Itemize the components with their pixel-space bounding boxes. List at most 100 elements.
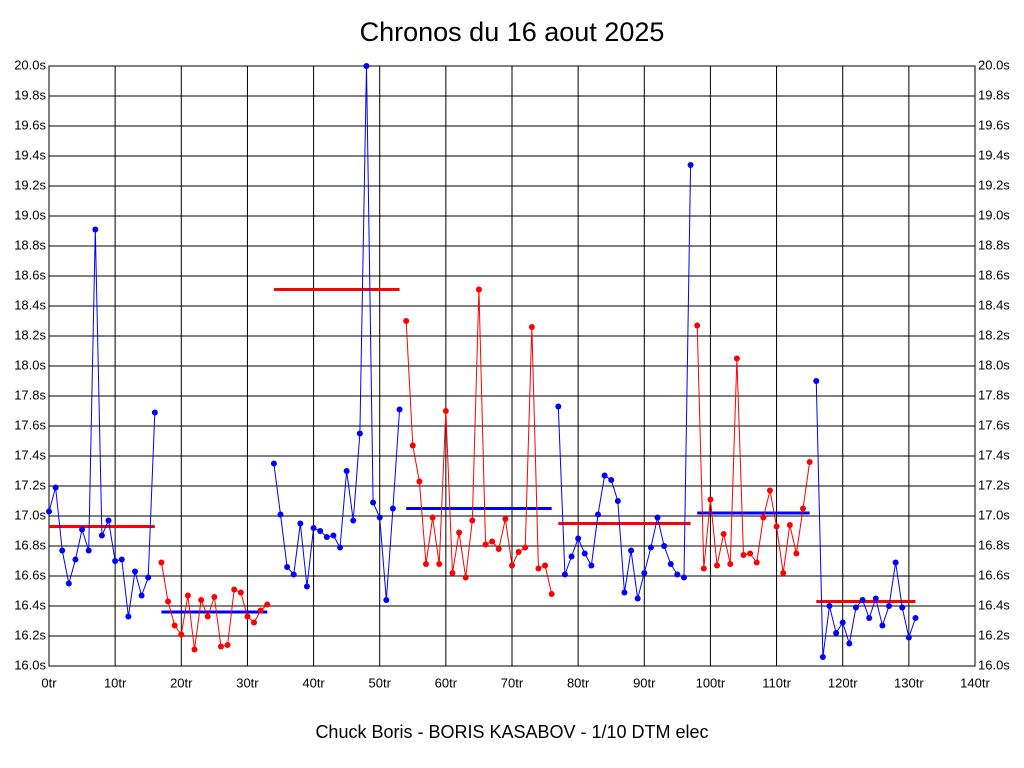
- lap-point: [753, 559, 760, 566]
- lap-point: [509, 562, 515, 569]
- lap-point: [310, 525, 317, 531]
- lap-point: [535, 565, 542, 572]
- x-tick-label: 100tr: [696, 675, 726, 690]
- lap-point: [217, 643, 224, 650]
- lap-point: [403, 318, 410, 324]
- x-tick-label: 50tr: [369, 675, 392, 690]
- lap-point: [588, 562, 595, 569]
- lap-point: [833, 630, 840, 636]
- lap-point: [892, 559, 899, 566]
- x-tick-label: 130tr: [894, 675, 924, 690]
- lap-point: [52, 484, 59, 491]
- lap-point: [184, 592, 191, 599]
- lap-point: [98, 532, 105, 539]
- lap-point: [145, 574, 152, 581]
- lap-point: [383, 597, 390, 603]
- x-tick-label: 140tr: [960, 675, 990, 690]
- lap-point: [224, 642, 231, 648]
- lap-point: [826, 603, 833, 609]
- lap-point: [350, 517, 357, 524]
- lap-point: [429, 514, 436, 521]
- lap-point: [270, 460, 277, 467]
- lap-point: [290, 571, 297, 578]
- lap-point: [198, 597, 205, 603]
- lap-point: [780, 570, 787, 576]
- lap-point: [813, 378, 820, 384]
- lap-point: [131, 568, 138, 575]
- lap-point: [839, 619, 846, 626]
- lap-point: [231, 586, 238, 593]
- lap-point: [462, 574, 469, 581]
- x-tick-label: 0tr: [41, 675, 57, 690]
- lap-point: [330, 532, 337, 539]
- lap-point: [297, 520, 304, 527]
- lap-point: [171, 622, 178, 629]
- lap-point: [396, 406, 403, 413]
- lap-point: [456, 529, 463, 536]
- lap-point: [806, 459, 813, 465]
- lap-point: [899, 604, 906, 611]
- y-tick-label: 19.0s: [14, 207, 46, 222]
- lap-point: [694, 322, 701, 329]
- y-tick-label: 17.8s: [14, 387, 46, 402]
- lap-point: [363, 63, 370, 69]
- lap-point: [105, 517, 112, 524]
- lap-point: [581, 550, 588, 557]
- lap-point: [376, 514, 383, 521]
- lap-point: [654, 514, 661, 521]
- lap-point: [793, 550, 800, 557]
- lap-point: [389, 505, 396, 512]
- chart-title: Chronos du 16 aout 2025: [360, 17, 665, 47]
- lap-point: [317, 528, 324, 534]
- lap-line: [696, 325, 811, 574]
- lap-point: [800, 505, 807, 512]
- y2-tick-label: 16.8s: [978, 537, 1010, 552]
- y-tick-label: 17.6s: [14, 417, 46, 432]
- y2-tick-label: 17.2s: [978, 477, 1010, 492]
- lap-point: [165, 598, 172, 605]
- lap-point: [786, 522, 793, 528]
- lap-point: [747, 550, 754, 557]
- y2-tick-label: 18.4s: [978, 297, 1010, 312]
- y2-tick-label: 16.4s: [978, 597, 1010, 612]
- y2-tick-label: 19.6s: [978, 117, 1010, 132]
- lap-point: [614, 498, 621, 504]
- y-tick-label: 20.0s: [14, 57, 46, 72]
- lap-point: [700, 565, 707, 572]
- lap-point: [303, 583, 310, 590]
- lap-point: [449, 570, 456, 576]
- y-tick-label: 18.6s: [14, 267, 46, 282]
- lap-point: [661, 543, 668, 549]
- y2-tick-label: 18.8s: [978, 237, 1010, 252]
- lap-point: [112, 558, 119, 564]
- lap-point: [436, 561, 443, 567]
- lap-point: [760, 514, 767, 521]
- y-tick-label: 18.0s: [14, 357, 46, 372]
- y2-tick-label: 19.8s: [978, 87, 1010, 102]
- lap-point: [502, 516, 509, 522]
- x-tick-label: 70tr: [501, 675, 524, 690]
- y2-tick-label: 16.2s: [978, 627, 1010, 642]
- lap-point: [65, 580, 72, 587]
- lap-point: [879, 622, 886, 629]
- lap-point: [85, 547, 92, 554]
- lap-point: [886, 603, 893, 609]
- lap-point: [92, 226, 99, 233]
- lap-point: [727, 561, 734, 567]
- lap-point: [323, 534, 330, 540]
- lap-point: [59, 547, 66, 554]
- y-tick-label: 16.2s: [14, 627, 46, 642]
- lap-point: [733, 355, 740, 362]
- lap-point: [257, 607, 264, 614]
- lap-point: [548, 591, 555, 597]
- lap-point: [370, 499, 377, 506]
- y2-tick-label: 16.6s: [978, 567, 1010, 582]
- y2-tick-label: 18.0s: [978, 357, 1010, 372]
- x-tick-label: 80tr: [567, 675, 590, 690]
- lap-point: [773, 523, 780, 530]
- lap-point: [409, 442, 416, 449]
- y-tick-label: 18.4s: [14, 297, 46, 312]
- y2-tick-label: 17.8s: [978, 387, 1010, 402]
- lap-point: [846, 640, 853, 647]
- lap-point: [489, 538, 496, 545]
